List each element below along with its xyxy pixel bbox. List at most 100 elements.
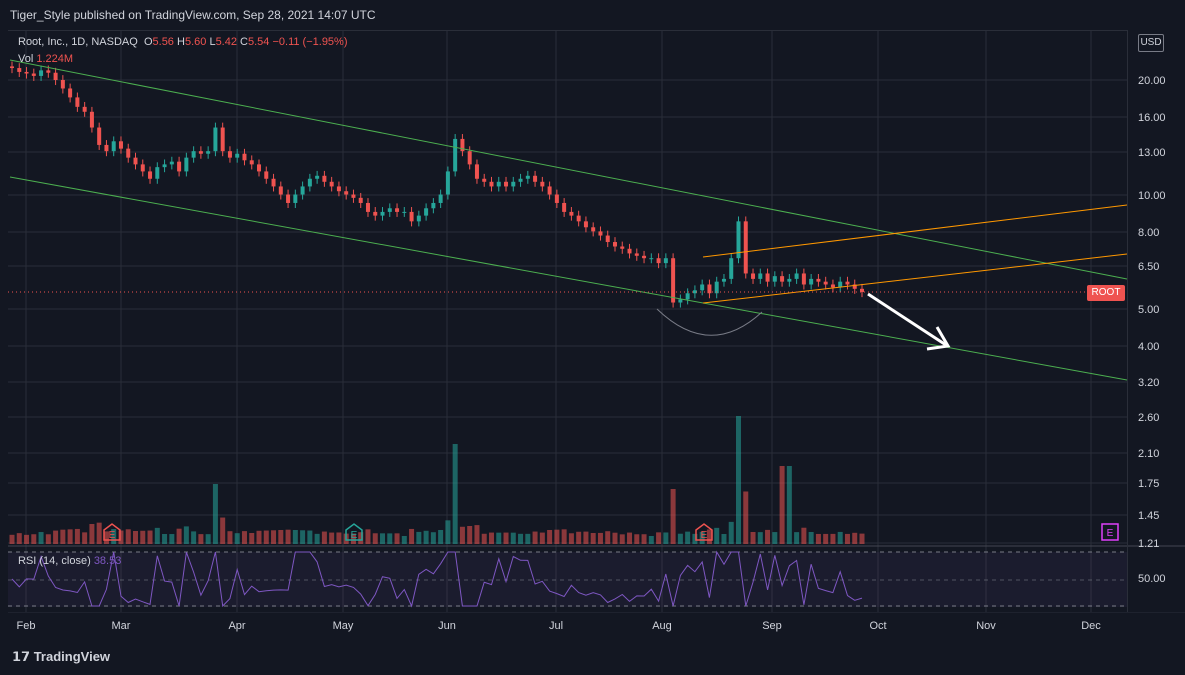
candle-body[interactable] xyxy=(721,278,726,282)
candle-body[interactable] xyxy=(860,288,864,293)
candle-body[interactable] xyxy=(489,181,494,187)
candle-body[interactable] xyxy=(445,171,450,195)
candle-body[interactable] xyxy=(257,164,262,172)
candle-body[interactable] xyxy=(10,66,14,69)
candle-body[interactable] xyxy=(729,258,734,279)
candle-body[interactable] xyxy=(235,153,240,158)
channel-upper-line[interactable] xyxy=(9,59,1128,280)
candle-body[interactable] xyxy=(286,194,291,203)
candle-body[interactable] xyxy=(249,160,254,165)
candle-body[interactable] xyxy=(184,157,189,172)
earnings-marker[interactable]: E xyxy=(1101,523,1119,541)
candle-body[interactable] xyxy=(329,181,334,187)
candle-body[interactable] xyxy=(482,178,487,182)
candle-body[interactable] xyxy=(823,281,828,285)
candle-body[interactable] xyxy=(852,284,857,289)
candle-body[interactable] xyxy=(576,215,581,222)
candle-body[interactable] xyxy=(504,181,509,187)
candle-body[interactable] xyxy=(663,258,668,264)
candle-body[interactable] xyxy=(554,194,559,203)
candle-body[interactable] xyxy=(155,167,160,179)
candle-body[interactable] xyxy=(467,151,472,165)
candle-body[interactable] xyxy=(300,186,305,195)
candle-body[interactable] xyxy=(743,221,748,274)
candle-body[interactable] xyxy=(496,181,501,187)
candle-body[interactable] xyxy=(17,68,22,72)
candle-body[interactable] xyxy=(649,258,654,260)
candle-body[interactable] xyxy=(642,255,647,259)
candle-body[interactable] xyxy=(598,231,603,236)
candle-body[interactable] xyxy=(358,197,363,203)
time-axis[interactable]: Feb Mar Apr May Jun Jul Aug Sep Oct Nov Dec xyxy=(0,612,1185,640)
earnings-marker[interactable]: E xyxy=(103,523,121,541)
candle-body[interactable] xyxy=(271,178,276,187)
candle-body[interactable] xyxy=(133,157,138,165)
candle-body[interactable] xyxy=(402,211,407,213)
forecast-arrow[interactable] xyxy=(867,292,947,347)
candle-body[interactable] xyxy=(380,211,385,216)
candle-body[interactable] xyxy=(424,208,429,216)
candle-body[interactable] xyxy=(707,284,712,294)
candle-body[interactable] xyxy=(104,144,109,152)
candle-body[interactable] xyxy=(780,276,785,282)
candle-body[interactable] xyxy=(533,175,538,182)
earnings-marker[interactable]: E xyxy=(695,523,713,541)
candle-body[interactable] xyxy=(264,171,269,179)
candle-body[interactable] xyxy=(162,164,167,168)
candle-body[interactable] xyxy=(220,127,225,152)
price-axis[interactable]: 20.00 16.00 13.00 10.00 8.00 6.50 5.00 4.00 3.20… xyxy=(1127,30,1185,612)
candle-body[interactable] xyxy=(118,141,123,149)
candle-body[interactable] xyxy=(46,70,51,73)
candle-body[interactable] xyxy=(845,281,850,285)
candle-body[interactable] xyxy=(191,151,196,158)
candle-body[interactable] xyxy=(336,186,341,192)
candle-body[interactable] xyxy=(678,299,683,303)
candle-body[interactable] xyxy=(395,208,400,212)
candle-body[interactable] xyxy=(278,186,283,195)
candle-body[interactable] xyxy=(460,138,465,152)
candle-body[interactable] xyxy=(591,227,596,232)
candle-body[interactable] xyxy=(816,278,821,282)
candle-body[interactable] xyxy=(525,175,530,179)
candle-body[interactable] xyxy=(511,181,516,187)
candle-body[interactable] xyxy=(111,141,116,152)
candle-body[interactable] xyxy=(140,164,145,172)
candle-body[interactable] xyxy=(772,276,777,282)
candle-body[interactable] xyxy=(700,284,705,291)
candle-body[interactable] xyxy=(787,278,792,282)
candle-body[interactable] xyxy=(547,186,552,195)
channel-lower-line[interactable] xyxy=(9,176,1128,381)
candle-body[interactable] xyxy=(148,171,153,179)
candle-body[interactable] xyxy=(736,221,741,259)
candle-body[interactable] xyxy=(169,161,174,165)
candle-body[interactable] xyxy=(213,127,218,152)
candle-body[interactable] xyxy=(75,97,80,107)
candle-body[interactable] xyxy=(344,191,349,195)
candle-body[interactable] xyxy=(39,70,44,76)
candle-body[interactable] xyxy=(634,253,639,256)
candle-body[interactable] xyxy=(365,202,370,212)
candle-body[interactable] xyxy=(198,151,203,154)
candle-body[interactable] xyxy=(53,72,58,80)
currency-button[interactable]: USD xyxy=(1138,34,1164,52)
candle-body[interactable] xyxy=(838,281,843,288)
candle-body[interactable] xyxy=(714,281,719,294)
candle-body[interactable] xyxy=(24,71,29,74)
candle-body[interactable] xyxy=(177,161,182,172)
candle-body[interactable] xyxy=(315,175,320,179)
candle-body[interactable] xyxy=(431,202,436,209)
bottom-arc[interactable] xyxy=(656,308,763,336)
candle-body[interactable] xyxy=(97,127,102,145)
candle-body[interactable] xyxy=(605,235,610,243)
wedge-upper-line[interactable] xyxy=(702,204,1128,258)
candle-body[interactable] xyxy=(126,148,131,158)
candle-body[interactable] xyxy=(518,178,523,182)
candle-body[interactable] xyxy=(206,151,211,154)
candle-body[interactable] xyxy=(751,273,756,279)
candle-body[interactable] xyxy=(89,111,94,128)
candle-body[interactable] xyxy=(569,211,574,216)
candle-body[interactable] xyxy=(627,248,632,254)
candle-body[interactable] xyxy=(758,273,763,279)
candle-body[interactable] xyxy=(242,153,247,161)
candle-body[interactable] xyxy=(474,164,479,179)
